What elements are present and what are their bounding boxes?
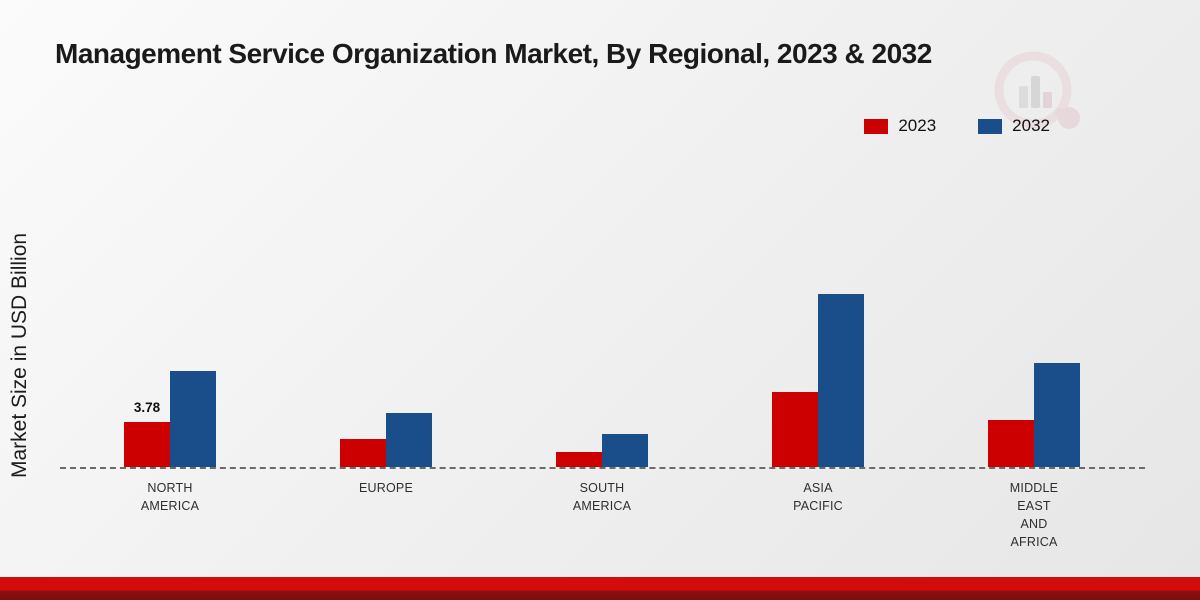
- category-label-south-america: SOUTH AMERICA: [572, 481, 632, 514]
- bar-2023-asia-pacific: [772, 392, 818, 467]
- category-labels: NORTH AMERICA EUROPE SOUTH AMERICA ASIA PACIFI…: [62, 479, 1142, 552]
- bar-2023-south-america: [556, 452, 602, 467]
- legend-swatch-2023: [864, 118, 889, 134]
- chart-title: Management Service Organization Market, …: [55, 38, 932, 69]
- bar-2023-north-america: 3.78: [124, 400, 170, 467]
- x-axis-baseline: [60, 467, 1145, 469]
- y-axis-label: Market Size in USD Billion: [8, 232, 31, 478]
- bar-2023-europe: [340, 439, 386, 467]
- bar-2032-asia-pacific: [818, 294, 864, 467]
- bar-2032-south-america: [602, 434, 648, 467]
- category-label-asia-pacific: ASIA PACIFIC: [793, 481, 843, 514]
- legend-item-2032: 2032: [978, 116, 1050, 136]
- bars-area: 3.78: [62, 285, 1142, 467]
- bar-group-south-america: [527, 285, 677, 467]
- legend-label-2032: 2032: [1012, 116, 1050, 135]
- bar-2023-middle-east-and-africa: [988, 420, 1034, 467]
- bottom-red-strip: [0, 577, 1200, 600]
- legend-swatch-2032: [978, 118, 1003, 134]
- bar-group-asia-pacific: [743, 285, 893, 467]
- category-label-middle-east-and-africa: MIDDLE EAST AND AFRICA: [1009, 481, 1059, 550]
- bar-group-europe: [311, 285, 461, 467]
- bar-2032-north-america: [170, 371, 216, 467]
- category-label-north-america: NORTH AMERICA: [140, 481, 200, 514]
- bar-group-middle-east-and-africa: [959, 285, 1109, 467]
- bar-2032-middle-east-and-africa: [1034, 363, 1080, 467]
- legend: 2023 2032: [864, 116, 1050, 136]
- bar-group-north-america: 3.78: [95, 285, 245, 467]
- legend-label-2023: 2023: [898, 116, 937, 135]
- bar-2032-europe: [386, 413, 432, 467]
- category-label-europe: EUROPE: [359, 481, 413, 495]
- legend-item-2023: 2023: [864, 116, 936, 136]
- bar-value-label: 3.78: [133, 400, 161, 415]
